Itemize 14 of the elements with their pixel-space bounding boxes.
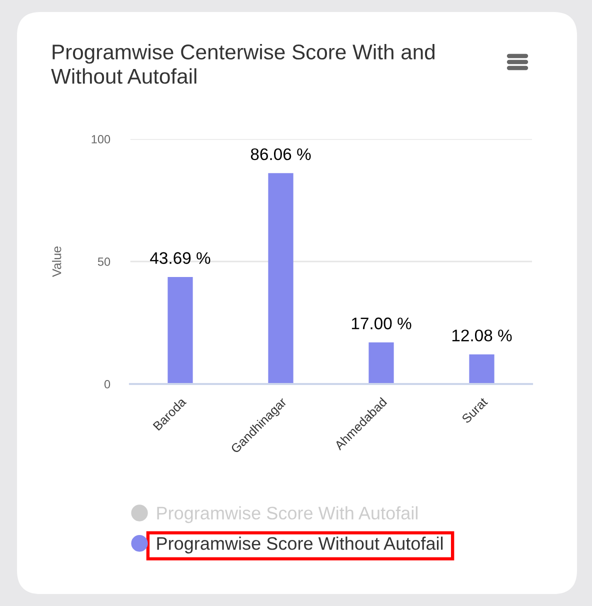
data-label: 43.69 % [150,252,210,264]
data-label: 12.08 % [452,330,512,342]
data-label: 86.06 % [250,148,311,160]
y-axis-title: Value [52,246,62,277]
y-tick-label: 50 [98,258,110,266]
bar [469,354,494,384]
y-tick-label: 100 [92,135,110,144]
bar [168,276,193,384]
bar [368,342,394,384]
chart-title: Programwise Centerwise Score With and Without Autofail [51,44,434,84]
data-label: 17.00 % [352,318,412,330]
bar [268,173,294,384]
y-tick-label: 0 [104,380,110,388]
legend-label: Programwise Score Without Autofail [157,536,443,554]
